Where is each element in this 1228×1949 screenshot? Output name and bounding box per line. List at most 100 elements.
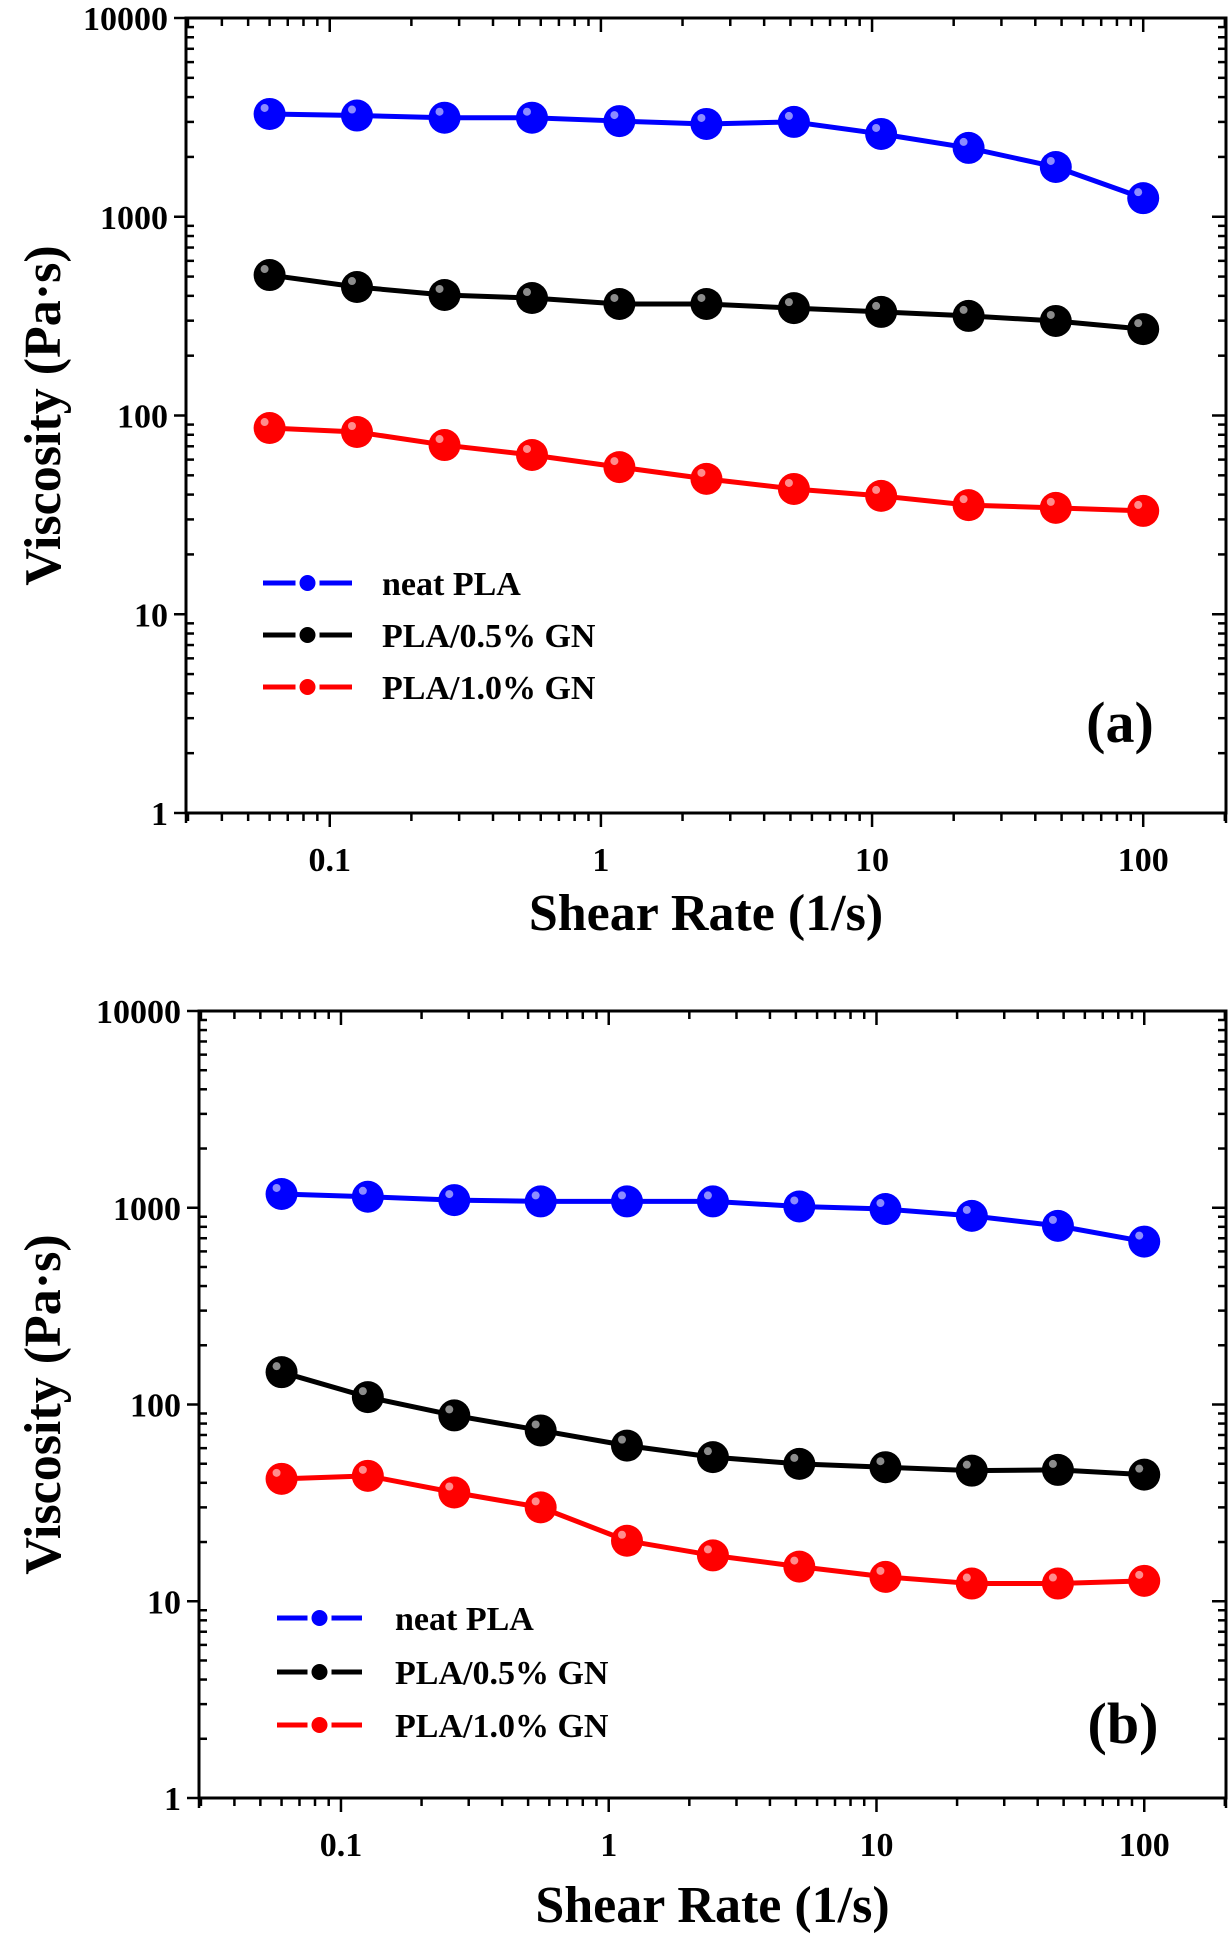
data-point bbox=[515, 101, 548, 134]
data-point-highlight bbox=[962, 1205, 971, 1214]
data-point bbox=[340, 416, 373, 449]
data-point-highlight bbox=[872, 301, 881, 310]
data-point bbox=[952, 299, 985, 332]
data-point-highlight bbox=[1048, 1215, 1057, 1224]
data-point-highlight bbox=[347, 277, 356, 286]
data-point-highlight bbox=[260, 265, 269, 274]
data-point-highlight bbox=[435, 107, 444, 116]
data-point-highlight bbox=[347, 105, 356, 114]
data-point-highlight bbox=[703, 1191, 712, 1200]
legend-label: neat PLA bbox=[395, 1601, 534, 1638]
data-point bbox=[610, 1524, 643, 1557]
data-point bbox=[603, 287, 636, 320]
data-point-highlight bbox=[790, 1196, 799, 1205]
data-point bbox=[524, 1491, 557, 1524]
data-point bbox=[955, 1199, 988, 1232]
legend-label: PLA/1.0% GN bbox=[395, 1708, 609, 1745]
y-axis-title: Viscosity (Pa·s) bbox=[15, 1234, 72, 1574]
x-tick-label: 1 bbox=[600, 1827, 617, 1864]
data-point bbox=[610, 1429, 643, 1462]
data-point bbox=[690, 462, 723, 495]
data-point bbox=[603, 451, 636, 484]
data-point bbox=[253, 412, 286, 445]
data-point-highlight bbox=[358, 1387, 367, 1396]
data-point-highlight bbox=[1046, 156, 1055, 165]
data-point-highlight bbox=[784, 298, 793, 307]
data-point-highlight bbox=[272, 1183, 281, 1192]
data-point-highlight bbox=[617, 1435, 626, 1444]
data-point-highlight bbox=[790, 1453, 799, 1462]
data-point-highlight bbox=[872, 485, 881, 494]
y-tick-label: 10000 bbox=[96, 994, 181, 1031]
data-point-highlight bbox=[445, 1482, 454, 1491]
legend-marker bbox=[299, 627, 316, 643]
y-tick-label: 1000 bbox=[100, 200, 168, 237]
x-axis-title: Shear Rate (1/s) bbox=[535, 1877, 889, 1934]
data-point bbox=[438, 1476, 471, 1509]
data-point bbox=[1041, 1567, 1074, 1600]
data-point-highlight bbox=[435, 435, 444, 444]
data-point-highlight bbox=[445, 1405, 454, 1414]
data-point bbox=[869, 1560, 902, 1593]
data-point bbox=[1128, 1458, 1161, 1491]
data-point-highlight bbox=[610, 111, 619, 120]
data-point-highlight bbox=[445, 1190, 454, 1199]
data-point bbox=[696, 1441, 729, 1474]
data-point bbox=[515, 282, 548, 315]
y-tick-label: 1 bbox=[151, 796, 168, 833]
data-point-highlight bbox=[1046, 310, 1055, 319]
data-point bbox=[952, 489, 985, 522]
legend-label: PLA/0.5% GN bbox=[395, 1655, 609, 1692]
data-point bbox=[515, 438, 548, 471]
data-point-highlight bbox=[531, 1497, 540, 1506]
data-point-highlight bbox=[260, 418, 269, 427]
plot-frame bbox=[197, 1009, 1228, 1800]
data-point bbox=[351, 1180, 384, 1213]
y-tick-label: 1 bbox=[164, 1781, 181, 1818]
data-point bbox=[783, 1190, 816, 1223]
data-point bbox=[1039, 491, 1072, 524]
data-point-highlight bbox=[959, 305, 968, 314]
data-point bbox=[603, 105, 636, 138]
data-point bbox=[351, 1381, 384, 1414]
data-point bbox=[869, 1193, 902, 1226]
y-tick-label: 10000 bbox=[83, 1, 168, 38]
data-point-highlight bbox=[1046, 497, 1055, 506]
data-point bbox=[690, 287, 723, 320]
data-point bbox=[253, 259, 286, 292]
y-axis-title: Viscosity (Pa·s) bbox=[15, 245, 72, 585]
data-point bbox=[340, 271, 373, 304]
data-point-highlight bbox=[703, 1545, 712, 1554]
legend-label: neat PLA bbox=[382, 566, 521, 603]
data-point bbox=[1127, 313, 1160, 346]
x-axis-title: Shear Rate (1/s) bbox=[529, 885, 883, 942]
x-tick-label: 100 bbox=[1118, 842, 1169, 879]
x-tick-label: 100 bbox=[1119, 1827, 1170, 1864]
data-point bbox=[955, 1567, 988, 1600]
data-point bbox=[265, 1356, 298, 1389]
data-point-highlight bbox=[260, 103, 269, 112]
data-point-highlight bbox=[876, 1457, 885, 1466]
data-point bbox=[351, 1459, 384, 1492]
data-point-highlight bbox=[1134, 319, 1143, 328]
panel-label: (a) bbox=[1086, 690, 1154, 755]
x-tick-label: 10 bbox=[859, 1827, 893, 1864]
panel-a: 1 10 100 1000 10000 0.1 1 10 100 Shear Rate (1/s)… bbox=[15, 1, 1228, 942]
data-point-highlight bbox=[872, 123, 881, 132]
x-tick-label: 0.1 bbox=[320, 1827, 363, 1864]
data-point-highlight bbox=[272, 1362, 281, 1371]
legend-marker bbox=[311, 1664, 328, 1680]
data-point bbox=[777, 292, 810, 325]
legend-marker bbox=[311, 1717, 328, 1733]
x-tick-label: 1 bbox=[592, 842, 609, 879]
x-tick-label: 0.1 bbox=[309, 842, 352, 879]
data-point-highlight bbox=[1134, 500, 1143, 509]
legend-marker bbox=[311, 1610, 328, 1626]
data-point bbox=[438, 1184, 471, 1217]
data-point bbox=[1127, 182, 1160, 215]
data-point bbox=[428, 101, 461, 134]
data-point-highlight bbox=[697, 113, 706, 122]
data-point-highlight bbox=[531, 1420, 540, 1429]
data-point-highlight bbox=[1135, 1570, 1144, 1579]
legend-marker bbox=[299, 679, 316, 695]
